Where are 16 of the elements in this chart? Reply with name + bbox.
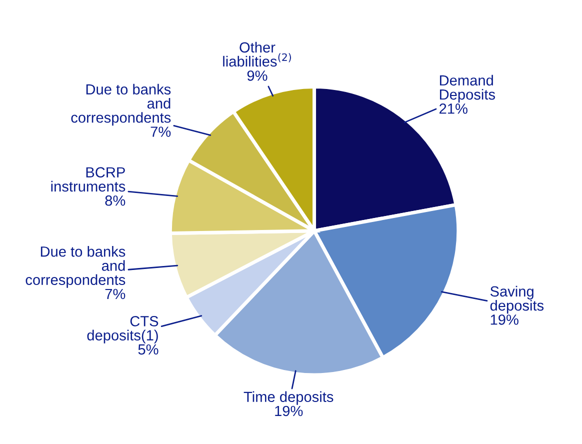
data-label: 21%	[440, 103, 468, 114]
data-label: 19%	[490, 314, 518, 325]
slice-label: CTS deposits(1)	[87, 316, 158, 344]
slice-label: Time deposits	[244, 391, 334, 405]
data-label: 7%	[150, 126, 171, 137]
data-label: 8%	[105, 195, 126, 206]
slice-label: BCRP instruments	[51, 167, 126, 192]
data-label: 5%	[138, 344, 158, 355]
data-label: 7%	[105, 288, 126, 300]
slice-label: Saving deposits	[490, 286, 544, 314]
slice-label: Due to banks and correspondents	[71, 84, 171, 126]
data-label: 19%	[275, 406, 303, 416]
slice-label: Other liabilities$^{(2)}$	[223, 42, 291, 67]
data-label: 9%	[247, 70, 268, 81]
slice-label: Due to banks and correspondents	[26, 246, 126, 288]
slice-label: Demand Deposits	[440, 74, 495, 103]
